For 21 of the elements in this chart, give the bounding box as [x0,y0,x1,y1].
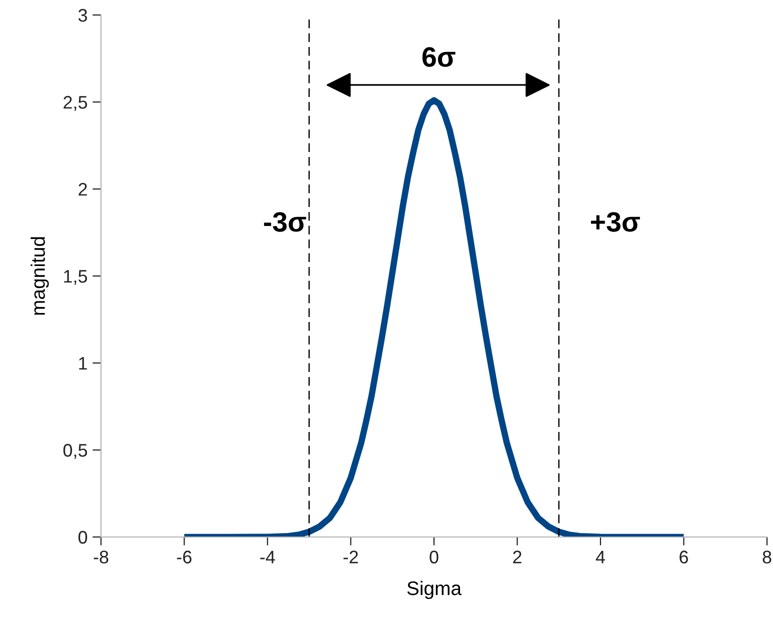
y-tick-label: 1 [79,357,87,370]
x-tick-label: 6 [680,550,688,564]
y-axis-title: magnitud [30,237,49,315]
y-tick-label: 1,5 [64,270,88,285]
x-tick-label: -2 [344,550,358,564]
y-tick-label: 0,5 [63,444,88,459]
x-tick-label: -4 [260,550,275,564]
x-tick-label: 2 [513,550,522,564]
x-tick-label: 4 [596,550,605,564]
y-tick-label: 3 [78,8,88,22]
annotation: 6σ [422,47,456,67]
x-tick-label: -6 [177,550,192,564]
x-tick-label: -8 [94,550,108,564]
y-tick-label: 2,5 [64,96,88,111]
x-tick-label: 0 [430,550,438,564]
x-tick-label: 8 [762,550,772,564]
annotation: -3σ [264,212,306,232]
y-tick-label: 0 [78,530,88,544]
annotation: +3σ [590,212,640,232]
y-tick-label: 2 [78,182,87,196]
x-axis-title: Sigma [407,580,462,600]
